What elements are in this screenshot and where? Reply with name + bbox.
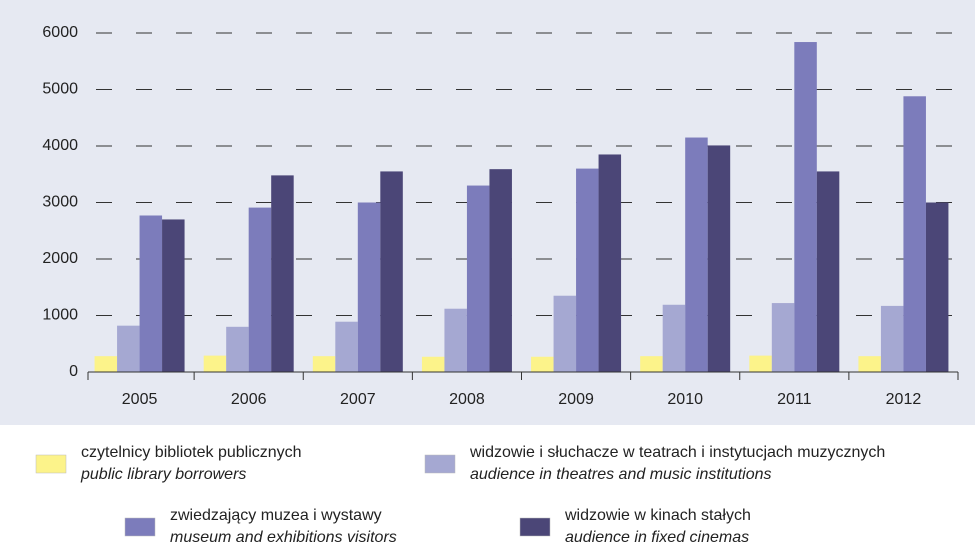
legend-label: czytelnicy bibliotek publicznych <box>81 444 302 461</box>
legend-swatch <box>424 454 456 474</box>
bar <box>816 171 840 372</box>
y-tick-label: 2000 <box>42 250 78 267</box>
legend-label: widzowie w kinach stałych <box>564 507 751 524</box>
bar <box>94 356 118 372</box>
bar <box>335 321 358 372</box>
y-tick-label: 5000 <box>42 81 78 98</box>
bar <box>444 308 467 372</box>
legend-label-en: public library borrowers <box>80 466 246 483</box>
bar <box>880 305 904 372</box>
x-tick-label: 2005 <box>122 391 158 408</box>
bar <box>357 202 381 372</box>
x-tick-label: 2012 <box>886 391 922 408</box>
bar <box>640 356 663 372</box>
bar <box>685 137 708 372</box>
legend-label: widzowie i słuchacze w teatrach i instyt… <box>469 444 885 461</box>
bar <box>662 304 686 372</box>
bar <box>771 303 795 372</box>
bar <box>271 175 294 372</box>
bar <box>749 355 772 372</box>
bar <box>489 169 512 372</box>
bar <box>139 215 163 372</box>
legend-swatch <box>35 454 67 474</box>
x-tick-label: 2009 <box>558 391 594 408</box>
bar <box>248 207 272 372</box>
bar <box>794 42 817 372</box>
y-tick-label: 4000 <box>42 137 78 154</box>
y-tick-label: 0 <box>69 363 78 380</box>
x-tick-label: 2007 <box>340 391 376 408</box>
bar <box>162 219 185 372</box>
legend-label: zwiedzający muzea i wystawy <box>170 507 382 524</box>
bar <box>531 356 554 372</box>
legend-swatch <box>519 517 551 537</box>
bar <box>117 325 140 372</box>
bar <box>380 171 403 372</box>
y-tick-label: 3000 <box>42 194 78 211</box>
bar <box>226 326 249 372</box>
y-tick-label: 6000 <box>42 24 78 41</box>
legend-label-en: audience in fixed cinemas <box>565 529 749 546</box>
bar <box>553 295 577 372</box>
x-tick-label: 2008 <box>449 391 485 408</box>
x-tick-label: 2010 <box>667 391 703 408</box>
bar <box>312 356 336 372</box>
x-tick-label: 2006 <box>231 391 267 408</box>
legend-label-en: audience in theatres and music instituti… <box>470 466 772 483</box>
bar <box>903 96 926 372</box>
bar <box>925 202 949 372</box>
legend-label-en: museum and exhibitions visitors <box>170 529 397 546</box>
legend-swatch <box>124 517 156 537</box>
bar <box>858 356 881 372</box>
bar <box>466 185 490 372</box>
bar <box>598 154 622 372</box>
y-tick-label: 1000 <box>42 307 78 324</box>
bar <box>576 168 599 372</box>
bar <box>421 356 445 372</box>
x-tick-label: 2011 <box>777 391 812 408</box>
bar <box>203 355 227 372</box>
bar <box>707 145 731 372</box>
